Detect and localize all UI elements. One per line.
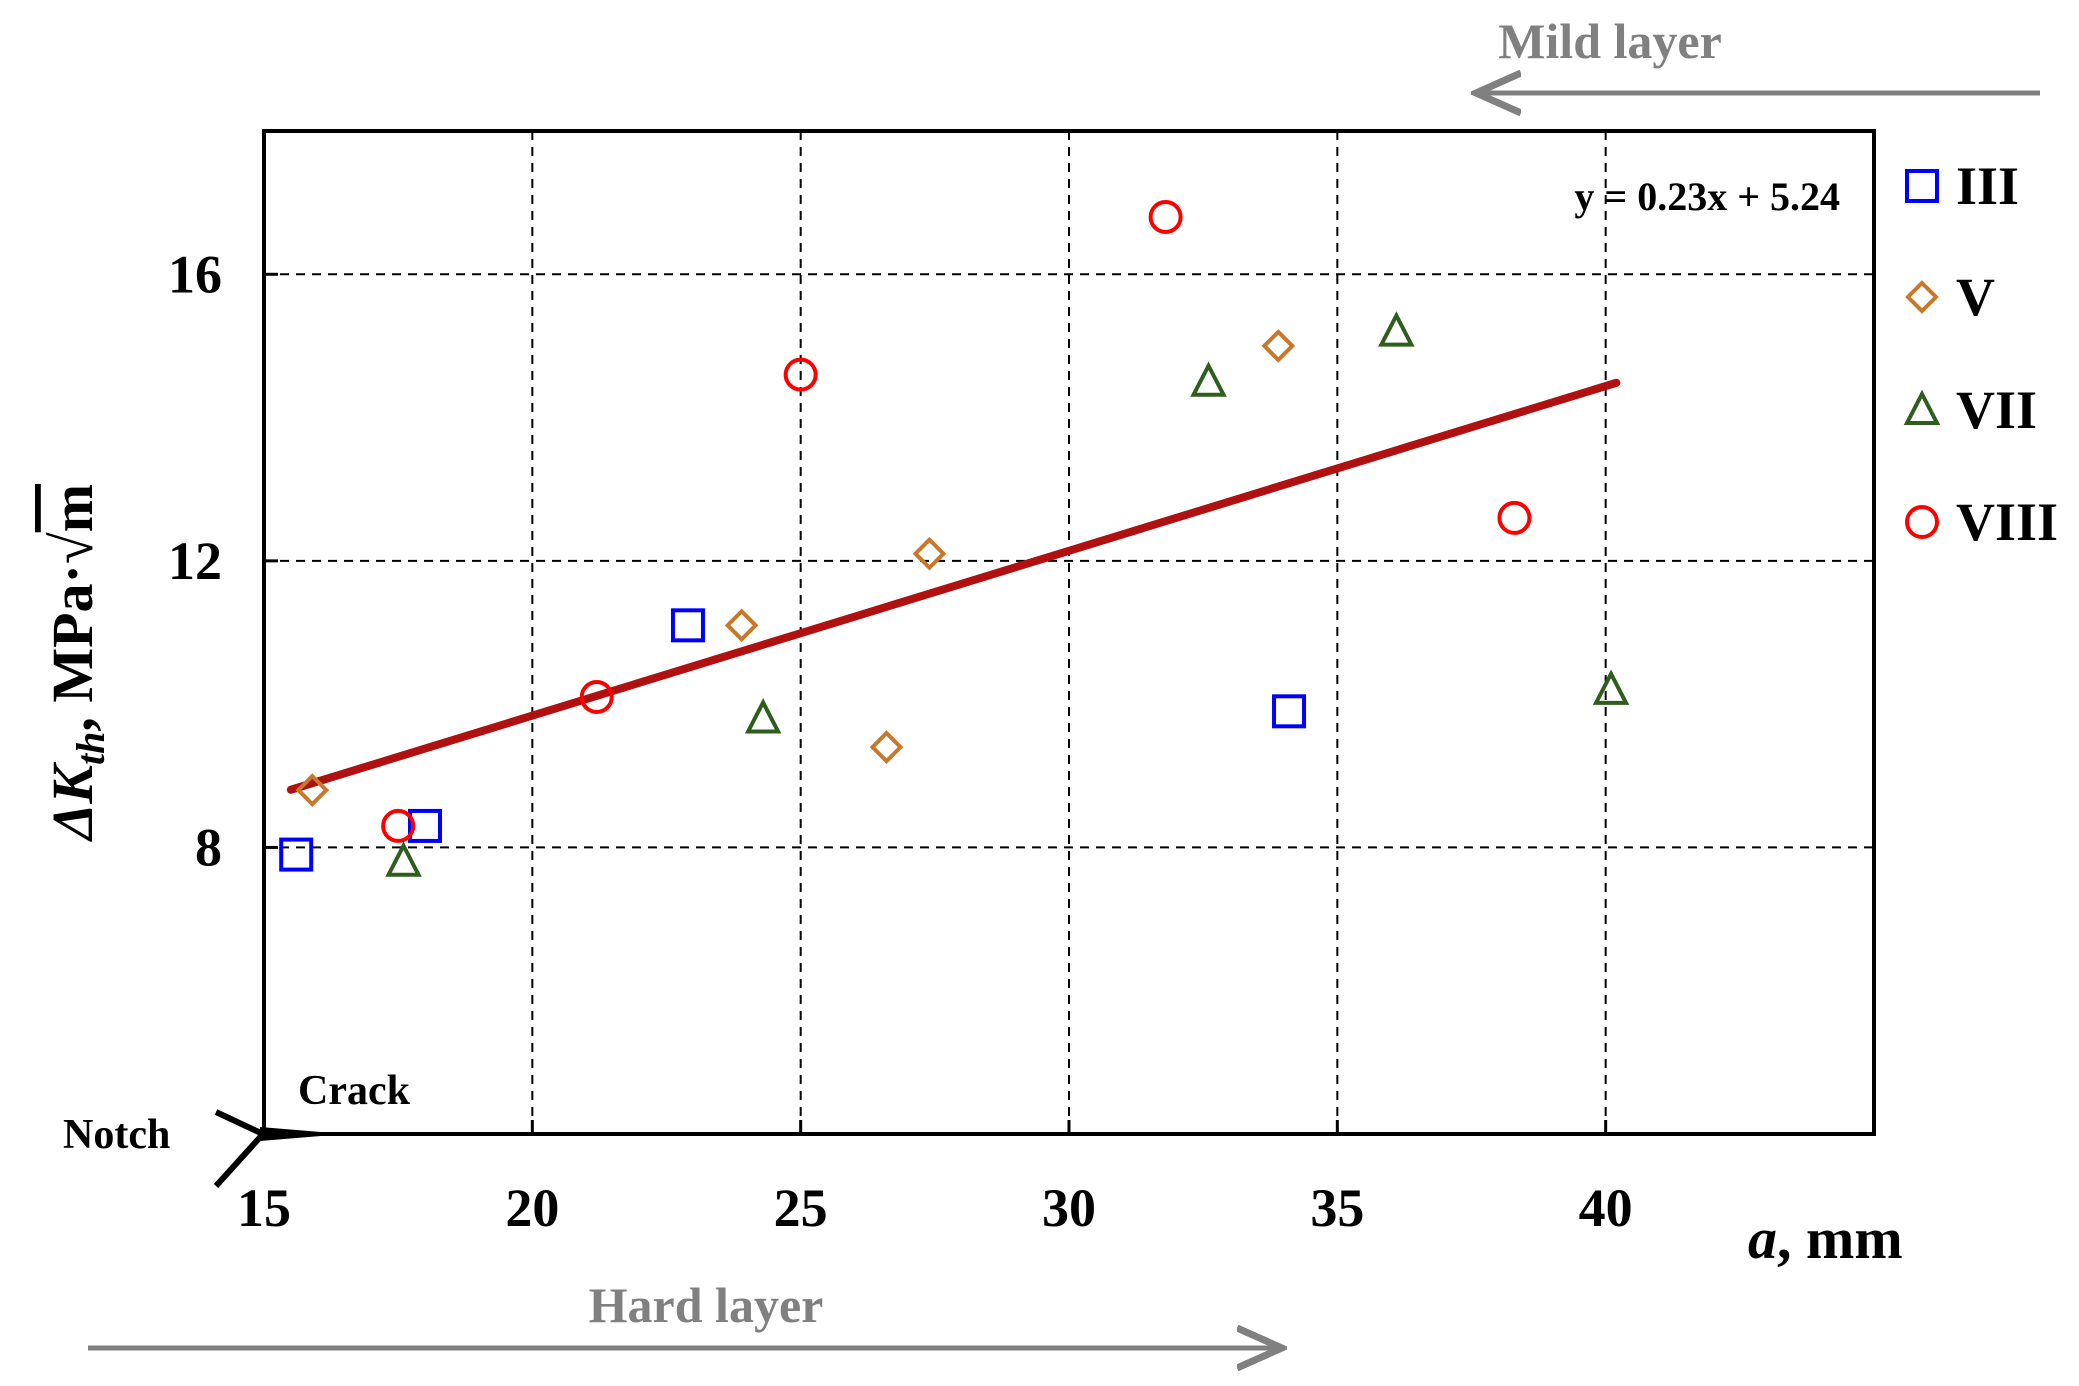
- data-point-diamond: [295, 773, 330, 807]
- x-tick-label: 30: [1042, 1178, 1096, 1238]
- y-axis-title-radicand: m: [40, 484, 105, 532]
- data-point-triangle: [744, 698, 782, 734]
- y-axis-title: ΔKth, MPa·√m: [40, 484, 113, 842]
- legend-label: VII: [1956, 380, 2037, 440]
- data-point-diamond: [869, 730, 904, 764]
- hard-layer-label: Hard layer: [589, 1277, 824, 1333]
- data-point-circle: [783, 357, 818, 392]
- data-points: [279, 199, 1630, 877]
- legend-marker-square: [1905, 169, 1939, 203]
- y-tick-label: 12: [168, 531, 222, 591]
- legend-label: V: [1956, 267, 1995, 327]
- legend-marker-diamond: [1905, 280, 1939, 314]
- x-axis-title-unit: , mm: [1777, 1206, 1903, 1271]
- y-tick-label: 8: [195, 817, 222, 877]
- y-tick-label: 16: [168, 244, 222, 304]
- legend-label: VIII: [1956, 492, 2058, 552]
- data-point-diamond: [724, 608, 759, 643]
- y-axis-title-text: ΔKth, MPa·√m: [40, 484, 113, 842]
- legend-marker-triangle: [1903, 389, 1941, 425]
- crack-label: Crack: [298, 1068, 411, 1114]
- data-point-square: [279, 837, 314, 872]
- x-tick-label: 35: [1310, 1178, 1364, 1238]
- legend-label: III: [1956, 156, 2019, 216]
- y-axis-title-unit: , MPa·: [40, 564, 105, 732]
- data-point-square: [408, 808, 442, 843]
- x-tick-label: 15: [237, 1178, 291, 1238]
- data-point-circle: [1148, 199, 1183, 234]
- y-axis-title-prefix: ΔK: [40, 762, 105, 842]
- x-axis-title-variable: a: [1748, 1206, 1777, 1271]
- data-point-square: [1272, 694, 1307, 729]
- data-point-triangle: [1378, 311, 1415, 347]
- notch-label: Notch: [63, 1112, 170, 1158]
- data-point-triangle: [385, 841, 422, 877]
- data-point-circle: [1497, 500, 1532, 535]
- y-axis-title-subscript: th: [68, 732, 113, 765]
- trendline-group: [286, 378, 1621, 794]
- axis-ticks: 15 20 25 30 35 40 8 12 16: [168, 244, 1876, 1238]
- trendline-equation: y = 0.23x + 5.24: [1574, 174, 1840, 219]
- mild-layer-label: Mild layer: [1498, 13, 1722, 69]
- x-tick-label: 20: [505, 1178, 559, 1238]
- trendline: [286, 378, 1621, 794]
- data-point-diamond: [1261, 329, 1296, 363]
- gridlines: [264, 131, 1874, 1134]
- data-point-triangle: [1190, 361, 1227, 397]
- data-point-diamond: [912, 536, 947, 571]
- y-axis-title-radical-sign: √: [40, 532, 105, 564]
- notch-symbol: [213, 1109, 345, 1189]
- data-point-triangle: [1592, 669, 1630, 705]
- data-point-square: [670, 608, 705, 643]
- x-tick-label: 25: [774, 1178, 828, 1238]
- legend: III V VII VIII: [1903, 156, 2058, 552]
- data-point-circle: [381, 808, 416, 843]
- x-tick-label: 40: [1579, 1178, 1633, 1238]
- x-axis-title: a, mm: [1748, 1206, 1903, 1271]
- legend-marker-circle: [1905, 505, 1939, 539]
- data-point-circle: [579, 679, 614, 714]
